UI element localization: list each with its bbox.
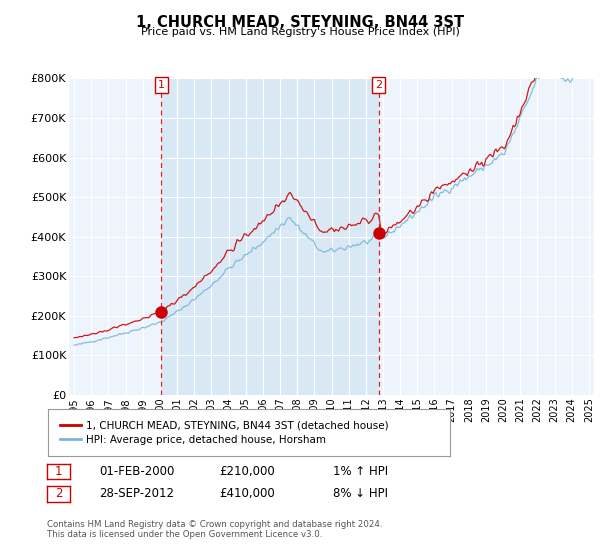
Text: 2: 2 xyxy=(55,487,62,501)
Legend: 1, CHURCH MEAD, STEYNING, BN44 3ST (detached house), HPI: Average price, detache: 1, CHURCH MEAD, STEYNING, BN44 3ST (deta… xyxy=(57,417,392,448)
Text: £210,000: £210,000 xyxy=(219,465,275,478)
Text: 1% ↑ HPI: 1% ↑ HPI xyxy=(333,465,388,478)
Text: 01-FEB-2000: 01-FEB-2000 xyxy=(99,465,175,478)
Text: 1, CHURCH MEAD, STEYNING, BN44 3ST: 1, CHURCH MEAD, STEYNING, BN44 3ST xyxy=(136,15,464,30)
Text: Price paid vs. HM Land Registry's House Price Index (HPI): Price paid vs. HM Land Registry's House … xyxy=(140,27,460,37)
Text: £410,000: £410,000 xyxy=(219,487,275,501)
Text: 1: 1 xyxy=(158,80,165,90)
Text: 8% ↓ HPI: 8% ↓ HPI xyxy=(333,487,388,501)
Text: Contains HM Land Registry data © Crown copyright and database right 2024.
This d: Contains HM Land Registry data © Crown c… xyxy=(47,520,383,539)
Text: 28-SEP-2012: 28-SEP-2012 xyxy=(99,487,174,501)
Text: 2: 2 xyxy=(375,80,382,90)
Bar xyxy=(161,78,379,395)
Text: 1: 1 xyxy=(55,465,62,478)
